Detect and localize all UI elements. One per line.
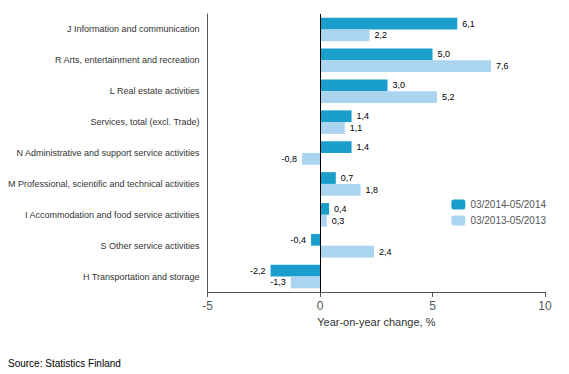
svg-text:5,2: 5,2 — [442, 92, 455, 102]
svg-text:10: 10 — [538, 299, 552, 313]
svg-text:3,0: 3,0 — [393, 80, 406, 90]
svg-text:7,6: 7,6 — [496, 61, 509, 71]
svg-text:6,1: 6,1 — [462, 19, 475, 29]
svg-text:J Information and communicatio: J Information and communication — [67, 24, 200, 34]
svg-text:Year-on-year change, %: Year-on-year change, % — [317, 316, 435, 328]
svg-text:0,7: 0,7 — [341, 173, 354, 183]
svg-text:1,4: 1,4 — [357, 142, 370, 152]
svg-text:-0,4: -0,4 — [291, 235, 307, 245]
svg-text:I Accommodation and food servi: I Accommodation and food service activit… — [25, 210, 200, 220]
svg-text:Services, total (excl. Trade): Services, total (excl. Trade) — [91, 117, 200, 127]
svg-text:0,4: 0,4 — [334, 204, 347, 214]
svg-text:0: 0 — [317, 299, 324, 313]
svg-text:03/2014-05/2014: 03/2014-05/2014 — [470, 199, 546, 210]
svg-text:H Transportation and storage: H Transportation and storage — [83, 272, 200, 282]
svg-text:1,4: 1,4 — [357, 111, 370, 121]
svg-text:-5: -5 — [202, 299, 213, 313]
svg-text:2,2: 2,2 — [375, 30, 388, 40]
svg-text:N Administrative and support s: N Administrative and support service act… — [17, 148, 201, 158]
svg-text:2,4: 2,4 — [379, 247, 392, 257]
svg-text:5,0: 5,0 — [438, 49, 451, 59]
svg-text:03/2013-05/2013: 03/2013-05/2013 — [470, 215, 546, 226]
svg-text:M Professional, scientific and: M Professional, scientific and technical… — [8, 179, 200, 189]
svg-text:-1,3: -1,3 — [270, 277, 286, 287]
svg-text:0,3: 0,3 — [332, 216, 345, 226]
svg-text:5: 5 — [429, 299, 436, 313]
svg-text:L Real estate activities: L Real estate activities — [110, 86, 200, 96]
svg-text:-2,2: -2,2 — [250, 266, 266, 276]
svg-text:Source: Statistics Finland: Source: Statistics Finland — [8, 358, 121, 369]
svg-text:-0,8: -0,8 — [282, 154, 298, 164]
svg-text:1,8: 1,8 — [366, 185, 379, 195]
svg-text:R Arts, entertainment and recr: R Arts, entertainment and recreation — [55, 55, 200, 65]
svg-text:S Other service activities: S Other service activities — [101, 241, 201, 251]
svg-text:1,1: 1,1 — [350, 123, 363, 133]
